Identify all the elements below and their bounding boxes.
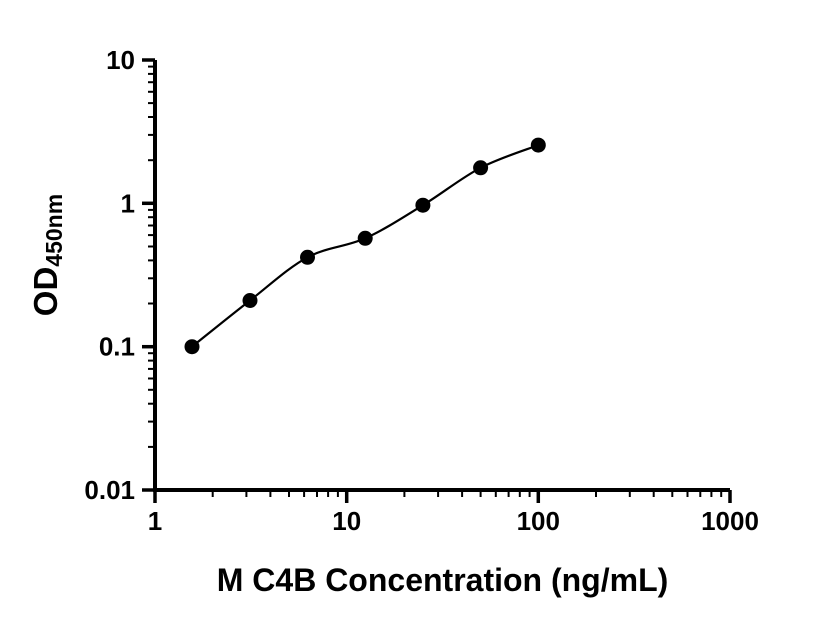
- y-axis-title-main: OD: [27, 266, 64, 317]
- data-point: [530, 137, 546, 153]
- y-tick-label: 1: [121, 188, 135, 218]
- data-point: [473, 160, 489, 176]
- data-point: [415, 197, 431, 213]
- y-axis-title: OD450nm: [27, 193, 67, 317]
- y-tick-label: 10: [106, 45, 135, 75]
- x-tick-label: 100: [517, 506, 560, 536]
- standard-curve-line: [191, 144, 539, 348]
- x-tick-label: 10: [332, 506, 361, 536]
- x-axis-title: M C4B Concentration (ng/mL): [216, 562, 669, 598]
- x-tick-label: 1: [148, 506, 162, 536]
- axes-spine: [153, 60, 730, 492]
- data-point: [184, 339, 200, 355]
- data-point: [357, 230, 373, 246]
- y-tick-label: 0.01: [84, 475, 135, 505]
- data-point: [300, 249, 315, 265]
- x-tick-label: 1000: [701, 506, 759, 536]
- data-point: [242, 293, 258, 308]
- y-tick-label: 0.1: [99, 332, 135, 362]
- y-axis-title-subscript: 450nm: [41, 193, 67, 267]
